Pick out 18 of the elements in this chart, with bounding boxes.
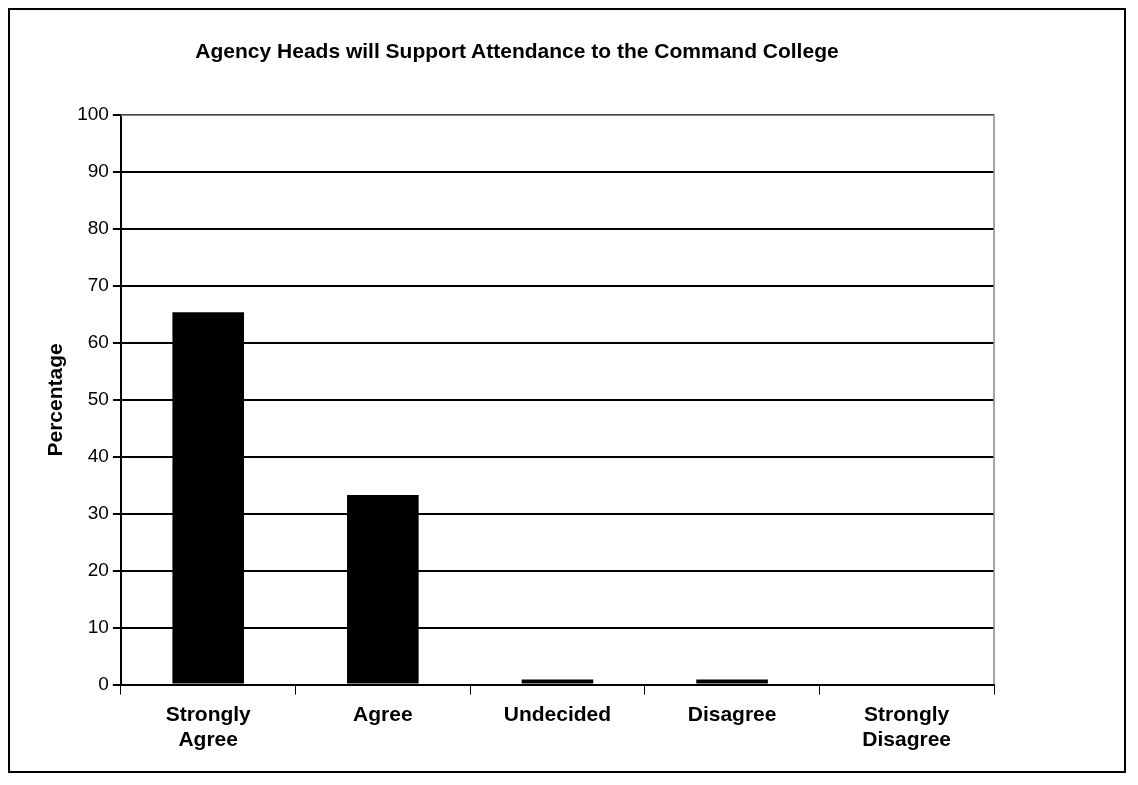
x-tick-label: Undecided <box>503 702 612 725</box>
y-tick-label: 100 <box>77 103 109 125</box>
x-tick-label: Strongly Agree <box>165 702 252 751</box>
x-tick-label: Agree <box>353 702 413 725</box>
y-tick-label: 10 <box>87 615 109 637</box>
y-tick-label: 50 <box>87 388 109 410</box>
y-tick-label: 20 <box>87 558 109 580</box>
y-tick-label: 70 <box>87 274 109 296</box>
y-tick-label: 90 <box>87 160 109 182</box>
x-tick-label: Strongly Disagree <box>862 702 952 751</box>
y-tick-label: 40 <box>87 445 109 467</box>
y-tick-label: 0 <box>98 672 109 694</box>
chart-title: Agency Heads will Support Attendance to the Command College <box>195 39 839 63</box>
x-tick-label: Disagree <box>687 702 777 725</box>
y-tick-label: 80 <box>87 217 109 239</box>
y-tick-label: 60 <box>87 331 109 353</box>
y-axis-title: Percentage <box>43 343 67 457</box>
y-tick-label: 30 <box>87 502 109 524</box>
